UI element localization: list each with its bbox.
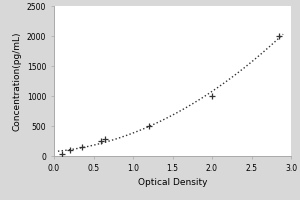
- Y-axis label: Concentration(pg/mL): Concentration(pg/mL): [12, 31, 21, 131]
- X-axis label: Optical Density: Optical Density: [138, 178, 207, 187]
